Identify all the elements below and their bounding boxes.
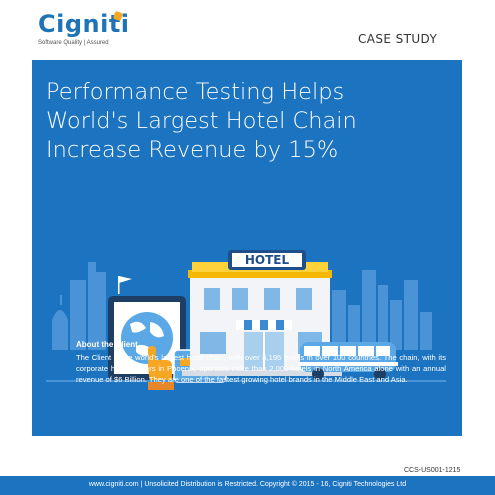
bus-icon [298, 342, 398, 380]
page-header: Cigniti Software Quality | Assured CASE … [0, 0, 495, 58]
footer-text: www.cigniti.com | Unsolicited Distributi… [88, 481, 407, 488]
city-skyline [52, 262, 432, 350]
title-line-3: Increase Revenue by 15% [46, 137, 339, 163]
about-heading: About the Client [76, 340, 138, 349]
hero-panel: Performance Testing Helps World's Larges… [32, 60, 462, 436]
page-title: Performance Testing Helps World's Larges… [46, 78, 451, 165]
ground-line [46, 380, 446, 382]
title-line-1: Performance Testing Helps [46, 79, 345, 105]
document-code: CCS-US001-1215 [404, 467, 461, 474]
about-client-section: About the Client The Client is the world… [76, 340, 446, 385]
flag-icon [118, 276, 132, 294]
logo-tagline: Software Quality | Assured [38, 40, 109, 46]
hotel-sign-text: HOTEL [245, 253, 290, 267]
about-body: The Client is the world's largest hotel … [76, 353, 446, 384]
document-type-label: CASE STUDY [358, 32, 438, 46]
tablet-globe-icon [108, 296, 186, 380]
pointing-hand-icon [148, 346, 174, 390]
title-line-2: World's Largest Hotel Chain [46, 108, 357, 134]
hotel-building: HOTEL [182, 250, 342, 376]
page-footer: www.cigniti.com | Unsolicited Distributi… [0, 476, 495, 495]
hotel-illustration: HOTEL [46, 250, 446, 390]
